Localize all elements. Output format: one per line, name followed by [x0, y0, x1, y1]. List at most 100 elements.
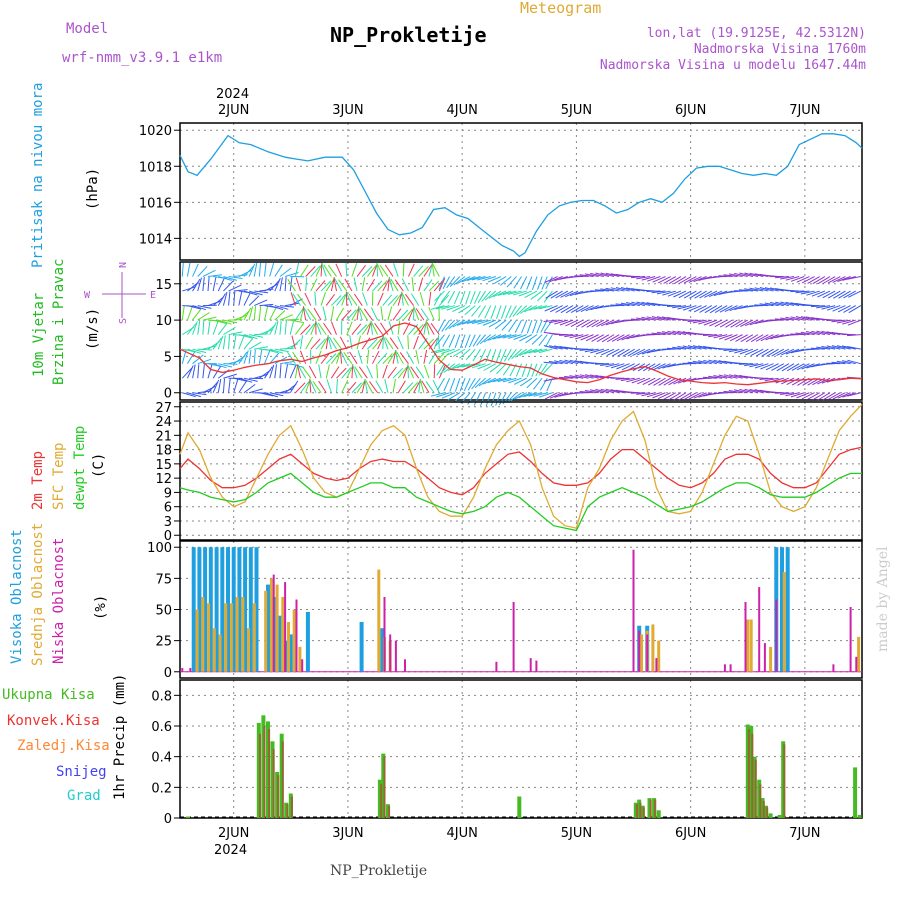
wind-arrow: [817, 290, 831, 298]
y-tick-label: 1014: [139, 232, 172, 247]
legend-snow: Snijeg: [56, 764, 107, 780]
wind-arrow: [317, 322, 327, 335]
panel-frame: [179, 401, 863, 541]
wind-arrow: [192, 278, 201, 292]
wind-arrow: [243, 292, 251, 306]
wind-arrow: [461, 319, 476, 325]
wind-arrow: [663, 392, 677, 400]
wind-arrow: [453, 276, 466, 286]
wind-arrow: [847, 319, 862, 326]
bottom-date-label: 6JUN: [675, 826, 706, 841]
wind-unit: (m/s): [85, 308, 101, 350]
wind-arrow: [327, 335, 332, 350]
wind-arrow: [289, 320, 294, 335]
wind-arrow: [233, 335, 237, 350]
wind-arrow: [641, 301, 656, 307]
wind-arrow: [186, 351, 196, 364]
wind-arrow: [238, 380, 247, 394]
mid-cloud-bar: [857, 636, 861, 672]
wind-arrow: [447, 290, 456, 304]
wind-arrow: [197, 277, 202, 292]
wind-arrow: [698, 392, 712, 398]
wind-arrow: [646, 333, 661, 336]
wind-arrow: [258, 306, 262, 321]
low-cloud-bar: [744, 602, 747, 672]
wind-arrow: [366, 265, 377, 277]
low-cloud-bar: [284, 582, 287, 672]
wind-arrow: [555, 290, 569, 299]
wind-arrow: [490, 392, 497, 407]
top-date-label: 5JUN: [561, 103, 592, 118]
wind-arrow: [289, 339, 301, 350]
wind-arrow: [703, 319, 718, 326]
wind-arrow: [269, 305, 284, 311]
high-cloud-bar: [248, 547, 253, 672]
wind-arrow: [339, 336, 348, 350]
wind-arrow: [723, 274, 738, 278]
wind-arrow: [596, 319, 610, 327]
wind-arrow: [548, 360, 563, 365]
precip-total-bar: [385, 804, 390, 818]
wind-arrow: [673, 377, 687, 385]
precip-conv-bar: [380, 784, 383, 818]
wind-arrow: [723, 348, 738, 351]
wind-arrow: [805, 331, 820, 336]
wind-arrow: [708, 334, 723, 338]
tempsfc-ylabel: SFC Temp: [51, 443, 67, 510]
wind-arrow: [689, 290, 702, 299]
wind-arrow: [433, 335, 440, 350]
wind-arrow: [739, 272, 754, 278]
wind-arrow: [428, 291, 432, 306]
precip-total-bar: [777, 814, 782, 818]
mid-cloud-bar: [782, 572, 786, 672]
wind-arrow: [274, 310, 286, 321]
wind-arrow: [192, 263, 199, 277]
wind-arrow: [580, 334, 594, 341]
wind-arrow: [415, 366, 425, 379]
wind-arrow: [344, 278, 353, 292]
wind-arrow: [407, 335, 409, 350]
wind-arrow: [212, 337, 222, 350]
wind-arrow: [361, 277, 366, 292]
wind-arrow: [533, 305, 548, 310]
precip-conv-bar: [272, 749, 275, 818]
footer-title: NP_Prokletije: [330, 863, 427, 879]
wind-arrow: [734, 348, 748, 354]
wind-arrow: [616, 363, 630, 370]
wind-arrow: [653, 377, 666, 386]
wind-arrow: [374, 323, 384, 335]
precip-total-bar: [857, 814, 862, 818]
wind-arrow: [656, 331, 671, 336]
wind-arrow: [218, 363, 233, 368]
wind-arrow: [519, 348, 533, 356]
precip-total-bar: [284, 802, 289, 818]
model-label: Model: [66, 21, 108, 37]
wind-arrow: [310, 265, 321, 277]
wind-arrow: [423, 279, 433, 292]
wind-arrow: [560, 305, 574, 314]
precip-conv-bar: [747, 729, 750, 818]
wind-arrow: [694, 290, 707, 299]
wind-arrow: [591, 334, 605, 342]
mid-cloud-bar: [640, 634, 643, 672]
wind-arrow: [382, 335, 384, 350]
wind-arrow: [780, 276, 795, 280]
wind-arrow: [812, 276, 826, 285]
wind-arrow: [212, 296, 225, 306]
precip-conv-bar: [277, 775, 280, 818]
wind-arrow: [663, 377, 677, 386]
wind-arrow: [482, 276, 497, 282]
wind-arrow: [370, 321, 379, 335]
wind-arrow: [554, 360, 568, 365]
wind-arrow: [469, 290, 476, 305]
wind-arrow: [223, 319, 238, 324]
wind-speed-line: [179, 322, 863, 386]
mid-cloud-bar: [377, 569, 381, 672]
pressure-line: [179, 133, 863, 258]
wind-arrow: [641, 316, 656, 321]
top-date-label: 2JUN: [218, 103, 249, 118]
panel-frame: [179, 122, 863, 261]
wind-arrow: [821, 345, 836, 350]
wind-arrow: [785, 301, 800, 307]
wind-arrow: [312, 381, 322, 394]
